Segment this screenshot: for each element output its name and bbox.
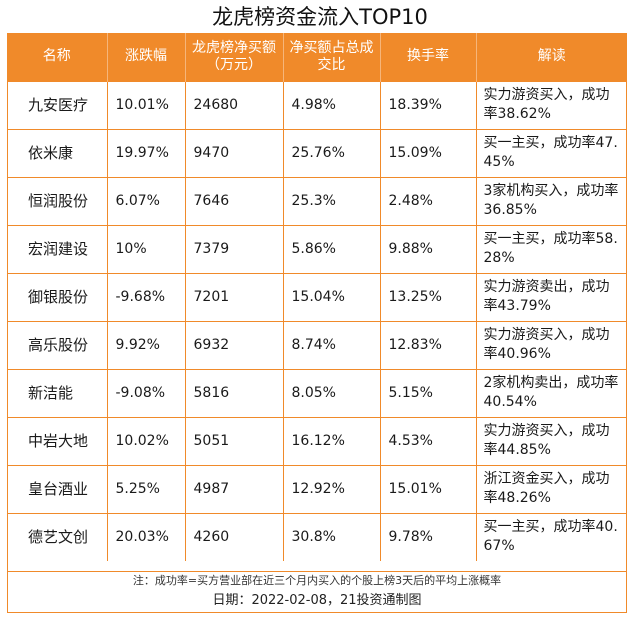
change-value: 20.03% (106, 512, 185, 561)
table-header-row: 名称 涨跌幅 龙虎榜净买额（万元） 净买额占总成交比 换手率 解读 (7, 33, 627, 81)
table-row: 恒润股份 6.07% 7646 25.3% 2.48% 3家机构买入，成功率36… (7, 176, 627, 225)
stock-name: 依米康 (7, 128, 107, 177)
turnover-value: 15.01% (379, 464, 476, 513)
net-buy-value: 9470 (184, 128, 283, 177)
ratio-value: 12.92% (282, 464, 380, 513)
page-title: 龙虎榜资金流入TOP10 (212, 5, 428, 29)
table-row: 德艺文创 20.03% 4260 30.8% 9.78% 买一主买，成功率40.… (7, 512, 627, 561)
header-net-buy: 龙虎榜净买额（万元） (184, 33, 283, 81)
stock-name: 御银股份 (7, 272, 107, 321)
note-value: 实力游资买入，成功率44.85% (475, 416, 627, 465)
table-row: 宏润建设 10% 7379 5.86% 9.88% 买一主买，成功率58.28% (7, 224, 627, 273)
ratio-value: 5.86% (282, 224, 380, 273)
ratio-value: 25.3% (282, 176, 380, 225)
net-buy-value: 7379 (184, 224, 283, 273)
stock-name: 高乐股份 (7, 320, 107, 369)
stock-name: 中岩大地 (7, 416, 107, 465)
note-value: 买一主买，成功率58.28% (475, 224, 627, 273)
table-row: 新洁能 -9.08% 5816 8.05% 5.15% 2家机构卖出，成功率40… (7, 368, 627, 417)
ratio-value: 25.76% (282, 128, 380, 177)
table-row: 九安医疗 10.01% 24680 4.98% 18.39% 实力游资买入，成功… (7, 80, 627, 129)
note-value: 3家机构买入，成功率36.85% (475, 176, 627, 225)
table-row: 依米康 19.97% 9470 25.76% 15.09% 买一主买，成功率47… (7, 128, 627, 177)
note-value: 浙江资金买入，成功率48.26% (475, 464, 627, 513)
header-name: 名称 (7, 33, 107, 81)
net-buy-value: 5051 (184, 416, 283, 465)
turnover-value: 5.15% (379, 368, 476, 417)
note-value: 买一主买，成功率40.67% (475, 512, 627, 561)
ratio-value: 15.04% (282, 272, 380, 321)
ratio-value: 8.05% (282, 368, 380, 417)
ratio-value: 16.12% (282, 416, 380, 465)
turnover-value: 4.53% (379, 416, 476, 465)
note-value: 实力游资买入，成功率40.96% (475, 320, 627, 369)
change-value: 5.25% (106, 464, 185, 513)
turnover-value: 18.39% (379, 80, 476, 129)
footer-divider (7, 571, 627, 572)
change-value: 9.92% (106, 320, 185, 369)
stock-name: 九安医疗 (7, 80, 107, 129)
net-buy-value: 24680 (184, 80, 283, 129)
turnover-value: 12.83% (379, 320, 476, 369)
footnote: 注：成功率=买方营业部在近三个月内买入的个股上榜3天后的平均上涨概率 (132, 574, 502, 587)
stock-name: 德艺文创 (7, 512, 107, 561)
note-value: 实力游资卖出，成功率43.79% (475, 272, 627, 321)
stock-name: 皇台酒业 (7, 464, 107, 513)
table-row: 高乐股份 9.92% 6932 8.74% 12.83% 实力游资买入，成功率4… (7, 320, 627, 369)
turnover-value: 13.25% (379, 272, 476, 321)
net-buy-value: 4260 (184, 512, 283, 561)
net-buy-value: 4987 (184, 464, 283, 513)
net-buy-value: 7201 (184, 272, 283, 321)
change-value: 6.07% (106, 176, 185, 225)
turnover-value: 15.09% (379, 128, 476, 177)
date-credit-line: 日期：2022-02-08，21投资通制图 (212, 593, 422, 608)
note-value: 2家机构卖出，成功率40.54% (475, 368, 627, 417)
change-value: 10% (106, 224, 185, 273)
note-value: 实力游资买入，成功率38.62% (475, 80, 627, 129)
net-buy-value: 6932 (184, 320, 283, 369)
change-value: 19.97% (106, 128, 185, 177)
net-buy-value: 5816 (184, 368, 283, 417)
stock-name: 宏润建设 (7, 224, 107, 273)
table-row: 中岩大地 10.02% 5051 16.12% 4.53% 实力游资买入，成功率… (7, 416, 627, 465)
header-note: 解读 (475, 33, 627, 81)
turnover-value: 9.88% (379, 224, 476, 273)
turnover-value: 2.48% (379, 176, 476, 225)
change-value: 10.02% (106, 416, 185, 465)
ratio-value: 30.8% (282, 512, 380, 561)
table-row: 皇台酒业 5.25% 4987 12.92% 15.01% 浙江资金买入，成功率… (7, 464, 627, 513)
header-change: 涨跌幅 (106, 33, 185, 81)
stock-name: 恒润股份 (7, 176, 107, 225)
net-buy-value: 7646 (184, 176, 283, 225)
ratio-value: 8.74% (282, 320, 380, 369)
table-row: 御银股份 -9.68% 7201 15.04% 13.25% 实力游资卖出，成功… (7, 272, 627, 321)
note-value: 买一主买，成功率47.45% (475, 128, 627, 177)
header-ratio: 净买额占总成交比 (282, 33, 380, 81)
header-turnover: 换手率 (379, 33, 476, 81)
change-value: -9.08% (106, 368, 185, 417)
ratio-value: 4.98% (282, 80, 380, 129)
stock-name: 新洁能 (7, 368, 107, 417)
turnover-value: 9.78% (379, 512, 476, 561)
top10-table: 名称 涨跌幅 龙虎榜净买额（万元） 净买额占总成交比 换手率 解读 九安医疗 1… (7, 33, 627, 561)
change-value: -9.68% (106, 272, 185, 321)
change-value: 10.01% (106, 80, 185, 129)
